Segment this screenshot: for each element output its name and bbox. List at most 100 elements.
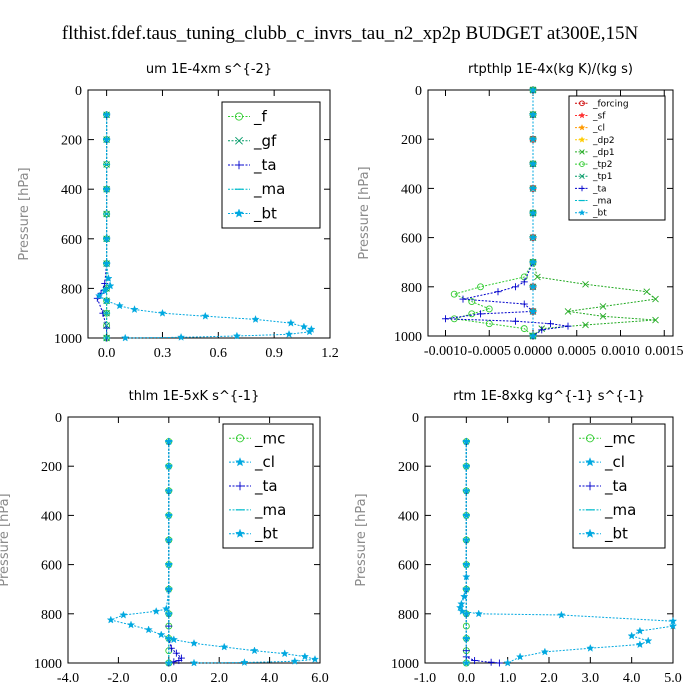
y-tick-label: 400 — [41, 509, 62, 524]
legend-entry: _bt — [575, 209, 607, 219]
series-markers — [164, 437, 173, 667]
legend: _f _gf _ta _ma _bt — [221, 101, 321, 229]
legend-label: _cl — [592, 124, 605, 134]
legend-entry: _cl — [575, 124, 605, 134]
legend-entry: _f — [228, 108, 268, 127]
series-line — [109, 441, 316, 664]
legend-entry: _mc — [579, 429, 635, 448]
y-tick-label: 0 — [75, 84, 82, 99]
y-tick-label: 0 — [412, 411, 419, 426]
x-tick-label: 4.0 — [261, 671, 279, 686]
legend-entry: _bt — [228, 204, 277, 223]
legend-label: _bt — [604, 525, 628, 544]
series-bt — [164, 437, 173, 667]
y-tick-label: 200 — [398, 460, 419, 475]
x-tick-label: 0.0 — [160, 671, 178, 686]
legend-label: _bt — [253, 204, 277, 223]
legend-label: _gf — [253, 132, 277, 151]
y-tick-label: 400 — [401, 182, 422, 197]
legend-label: _forcing — [592, 99, 629, 109]
y-tick-label: 600 — [61, 233, 82, 248]
legend-entry: _ma — [575, 197, 612, 207]
legend-entry: _dp2 — [575, 136, 615, 146]
legend-entry: _ta — [229, 477, 278, 496]
legend-label: _mc — [604, 429, 635, 448]
y-axis-label: Pressure [hPa] — [357, 166, 372, 259]
series-bt — [528, 85, 538, 340]
series-f — [103, 111, 111, 342]
series-markers — [93, 111, 111, 342]
x-tick-label: 6.0 — [311, 671, 329, 686]
legend-entry: _cl — [229, 453, 275, 472]
legend-label: _mc — [254, 429, 285, 448]
series-ta — [462, 438, 503, 667]
panel-title: um 1E-4xm s^{-2} — [146, 62, 272, 77]
legend-entry: _ma — [229, 501, 286, 520]
x-tick-label: -1.0 — [414, 671, 436, 686]
y-tick-label: 200 — [61, 134, 82, 149]
series-markers — [442, 86, 572, 340]
y-tick-label: 1000 — [394, 330, 422, 345]
y-axis-label: Pressure [hPa] — [354, 493, 369, 586]
x-tick-label: 0.9 — [265, 346, 283, 361]
series-ta — [442, 86, 572, 340]
legend-entry: _bt — [579, 525, 628, 544]
series-line — [459, 441, 674, 664]
x-tick-label: -0.0010 — [424, 344, 467, 359]
y-tick-label: 600 — [401, 232, 422, 247]
x-tick-label: 5.0 — [664, 671, 682, 686]
legend-box — [568, 95, 666, 221]
series-markers — [165, 438, 185, 667]
legend-label: _sf — [592, 111, 606, 121]
y-tick-label: 400 — [398, 509, 419, 524]
legend: _mc _cl _ta _ma _bt — [222, 423, 314, 549]
x-tick-label: 0.0010 — [601, 344, 640, 359]
series-line — [168, 441, 183, 664]
plot-frame — [427, 89, 674, 337]
y-tick-label: 800 — [398, 608, 419, 623]
y-tick-label: 1000 — [54, 332, 82, 347]
y-tick-label: 600 — [41, 559, 62, 574]
y-axis-label: Pressure [hPa] — [0, 493, 12, 586]
legend-entry: _ta — [579, 477, 628, 496]
series-markers — [462, 438, 503, 667]
series-bt — [95, 110, 316, 342]
legend-entry: _forcing — [575, 99, 629, 109]
series-line — [465, 441, 500, 664]
legend-label: _bt — [254, 525, 278, 544]
legend-entry: _cl — [579, 453, 625, 472]
legend-label: _ma — [592, 197, 612, 207]
series-markers — [95, 110, 316, 342]
x-tick-label: 4.0 — [623, 671, 641, 686]
legend-label: _ta — [253, 156, 277, 175]
legend-label: _tp1 — [592, 172, 612, 182]
y-tick-label: 0 — [415, 84, 422, 99]
x-tick-label: 0.0 — [458, 671, 476, 686]
y-tick-label: 400 — [61, 183, 82, 198]
series-ta — [165, 438, 185, 667]
series-markers — [103, 111, 110, 342]
x-tick-label: 2.0 — [210, 671, 228, 686]
legend-entry: _mc — [229, 429, 285, 448]
legend-label: _tp2 — [592, 160, 612, 170]
legend-label: _ta — [592, 184, 607, 194]
x-tick-label: -0.0005 — [468, 344, 511, 359]
panel-title: rtpthlp 1E-4x(kg K)/(kg s) — [468, 62, 633, 77]
y-tick-label: 800 — [61, 282, 82, 297]
panel-1: um 1E-4xm s^{-2} Pressure [hPa] 0 200 400 600… — [17, 62, 339, 361]
legend-label: _cl — [604, 453, 625, 472]
legend-entry: _bt — [229, 525, 278, 544]
panel-2: rtpthlp 1E-4x(kg K)/(kg s) Pressure [hPa]… — [357, 62, 684, 359]
legend-label: _ma — [604, 501, 636, 520]
panel-3: thlm 1E-5xK s^{-1} Pressure [hPa] 0 200 400 6… — [0, 389, 329, 686]
legend-label: _cl — [254, 453, 275, 472]
figure-title: flthist.fdef.taus_tuning_clubb_c_invrs_t… — [62, 23, 639, 44]
legend-entry: _dp1 — [575, 148, 615, 158]
y-tick-label: 600 — [398, 559, 419, 574]
legend-entry: _tp2 — [575, 160, 612, 170]
legend-entry: _tp1 — [575, 172, 612, 182]
y-tick-label: 800 — [41, 608, 62, 623]
legend-label: _ma — [253, 180, 285, 199]
y-tick-label: 200 — [401, 133, 422, 148]
